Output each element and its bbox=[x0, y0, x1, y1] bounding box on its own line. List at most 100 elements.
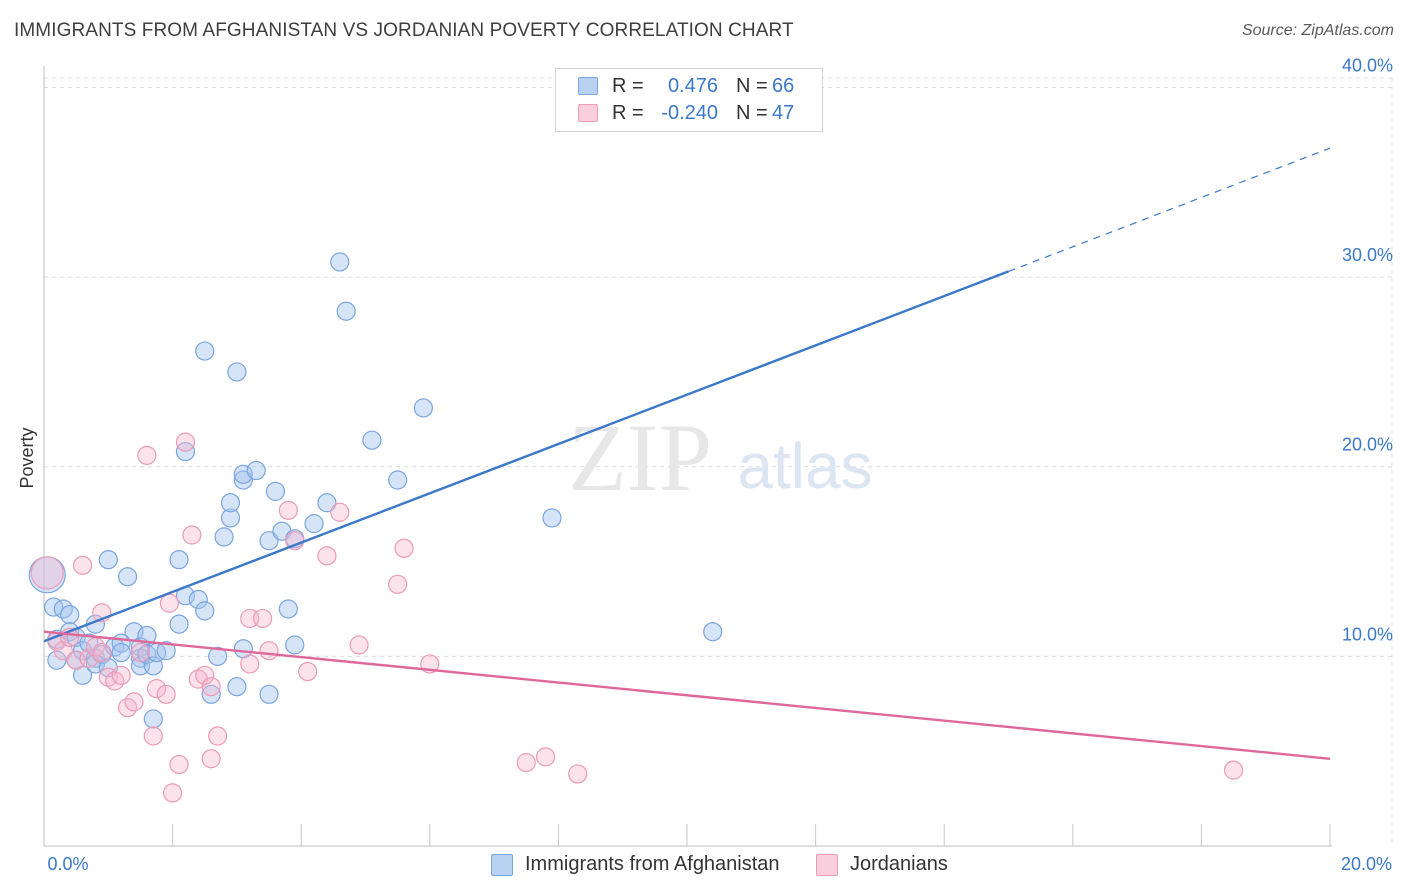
y-tick-label: 30.0% bbox=[1342, 245, 1393, 265]
legend-swatch-pink bbox=[578, 104, 598, 122]
afghanistan-point bbox=[44, 597, 64, 617]
afghanistan-point bbox=[47, 650, 67, 670]
afghanistan-point bbox=[336, 301, 356, 321]
afghanistan-point bbox=[214, 527, 234, 547]
trend-lines bbox=[43, 147, 1331, 760]
afghanistan-point bbox=[362, 430, 382, 450]
legend-swatch-pink bbox=[816, 854, 838, 876]
afghanistan-trend-extension bbox=[1008, 147, 1331, 272]
jordanian-point bbox=[92, 642, 112, 663]
x-tick-label: 20.0% bbox=[1341, 854, 1392, 874]
afghanistan-point bbox=[317, 493, 337, 513]
jordanian-point bbox=[330, 502, 350, 522]
jordanian-point bbox=[259, 641, 279, 661]
jordanian-point bbox=[317, 546, 337, 566]
afghanistan-point bbox=[285, 635, 305, 655]
jordanian-point bbox=[1223, 760, 1244, 780]
jordanian-point bbox=[298, 661, 318, 682]
afghanistan-point bbox=[195, 341, 215, 361]
jordanian-point bbox=[175, 432, 196, 452]
jordanian-trend-line bbox=[43, 630, 1331, 760]
jordanian-point bbox=[349, 635, 369, 655]
jordanian-point bbox=[143, 726, 163, 746]
watermark: ZIP atlas bbox=[568, 404, 873, 511]
afghanistan-point bbox=[143, 709, 163, 729]
jordanian-point bbox=[30, 556, 64, 590]
legend-r-label: R = bbox=[612, 75, 644, 97]
legend-label: Immigrants from Afghanistan bbox=[525, 853, 780, 875]
gridlines bbox=[44, 77, 1395, 846]
afghanistan-point bbox=[195, 601, 215, 621]
y-tick-label: 20.0% bbox=[1342, 435, 1393, 455]
legend-swatch-blue bbox=[491, 854, 513, 876]
afghanistan-point bbox=[220, 493, 241, 513]
legend-r-value: -0.240 bbox=[661, 102, 718, 124]
jordanian-point bbox=[72, 555, 93, 575]
watermark-zip: ZIP bbox=[568, 404, 712, 511]
x-tick-label: 0.0% bbox=[47, 854, 88, 874]
jordanian-point bbox=[516, 752, 536, 773]
legend-r-value: 0.476 bbox=[667, 75, 718, 97]
axis-labels: Poverty bbox=[17, 427, 37, 488]
jordanian-point bbox=[146, 679, 167, 699]
afghanistan-point bbox=[156, 641, 176, 661]
afghanistan-point bbox=[259, 684, 279, 704]
afghanistan-point bbox=[304, 514, 324, 534]
afghanistan-point bbox=[98, 550, 118, 570]
afghanistan-point bbox=[259, 531, 279, 551]
y-tick-label: 10.0% bbox=[1342, 624, 1393, 644]
jordanian-point bbox=[169, 754, 189, 775]
afghanistan-point bbox=[201, 684, 221, 704]
chart-title: IMMIGRANTS FROM AFGHANISTAN VS JORDANIAN… bbox=[14, 20, 794, 41]
jordanian-point bbox=[159, 593, 179, 613]
jordanian-point bbox=[388, 574, 408, 594]
correlation-legend: R = 0.476 N = 66 R = -0.240 N = 47 bbox=[555, 68, 823, 132]
afghanistan-point bbox=[330, 252, 350, 272]
afghanistan-point bbox=[227, 677, 247, 697]
afghanistan-point bbox=[413, 398, 433, 418]
jordanian-point bbox=[201, 677, 221, 697]
afghanistan-point bbox=[220, 508, 241, 528]
jordanian-point bbox=[240, 654, 260, 674]
legend-n-label: N = bbox=[736, 75, 768, 97]
afghanistan-point bbox=[542, 508, 562, 528]
data-points bbox=[28, 252, 1244, 803]
jordanian-point bbox=[568, 764, 588, 784]
y-tick-label: 40.0% bbox=[1342, 55, 1393, 75]
afghanistan-point bbox=[60, 605, 80, 625]
afghanistan-point bbox=[137, 625, 157, 646]
legend-label: Jordanians bbox=[850, 853, 948, 875]
jordanian-point bbox=[201, 749, 221, 769]
afghanistan-point bbox=[117, 567, 138, 587]
axes: 10.0% 20.0% 30.0% 40.0% 0.0% 20.0% bbox=[43, 55, 1393, 874]
afghanistan-point bbox=[169, 550, 189, 570]
jordanian-point bbox=[163, 783, 183, 803]
y-axis-label: Poverty bbox=[17, 427, 37, 488]
afghanistan-point bbox=[278, 599, 298, 619]
afghanistan-point bbox=[188, 589, 208, 610]
jordanian-point bbox=[137, 445, 157, 465]
jordanian-point bbox=[278, 500, 298, 520]
afghanistan-point bbox=[703, 622, 723, 642]
jordanian-point bbox=[182, 525, 202, 545]
watermark-atlas: atlas bbox=[737, 430, 872, 502]
jordanian-point bbox=[130, 642, 151, 663]
afghanistan-point bbox=[265, 481, 286, 501]
afghanistan-point bbox=[233, 470, 253, 490]
jordanian-point bbox=[535, 747, 556, 767]
legend-n-value: 47 bbox=[772, 102, 795, 124]
legend-swatch-blue bbox=[578, 77, 598, 95]
jordanian-point bbox=[111, 665, 131, 685]
jordanian-point bbox=[253, 608, 273, 629]
afghanistan-point bbox=[233, 464, 253, 484]
source-label: Source: ZipAtlas.com bbox=[1241, 22, 1394, 39]
series-legend: Immigrants from Afghanistan Jordanians bbox=[0, 852, 1406, 878]
jordanian-point bbox=[156, 684, 176, 704]
afghanistan-point bbox=[208, 646, 228, 666]
jordanian-point bbox=[124, 692, 144, 712]
jordanian-point bbox=[195, 665, 215, 685]
afghanistan-point bbox=[388, 470, 408, 490]
legend-n-value: 66 bbox=[772, 75, 795, 97]
afghanistan-trend-line bbox=[43, 270, 1009, 643]
